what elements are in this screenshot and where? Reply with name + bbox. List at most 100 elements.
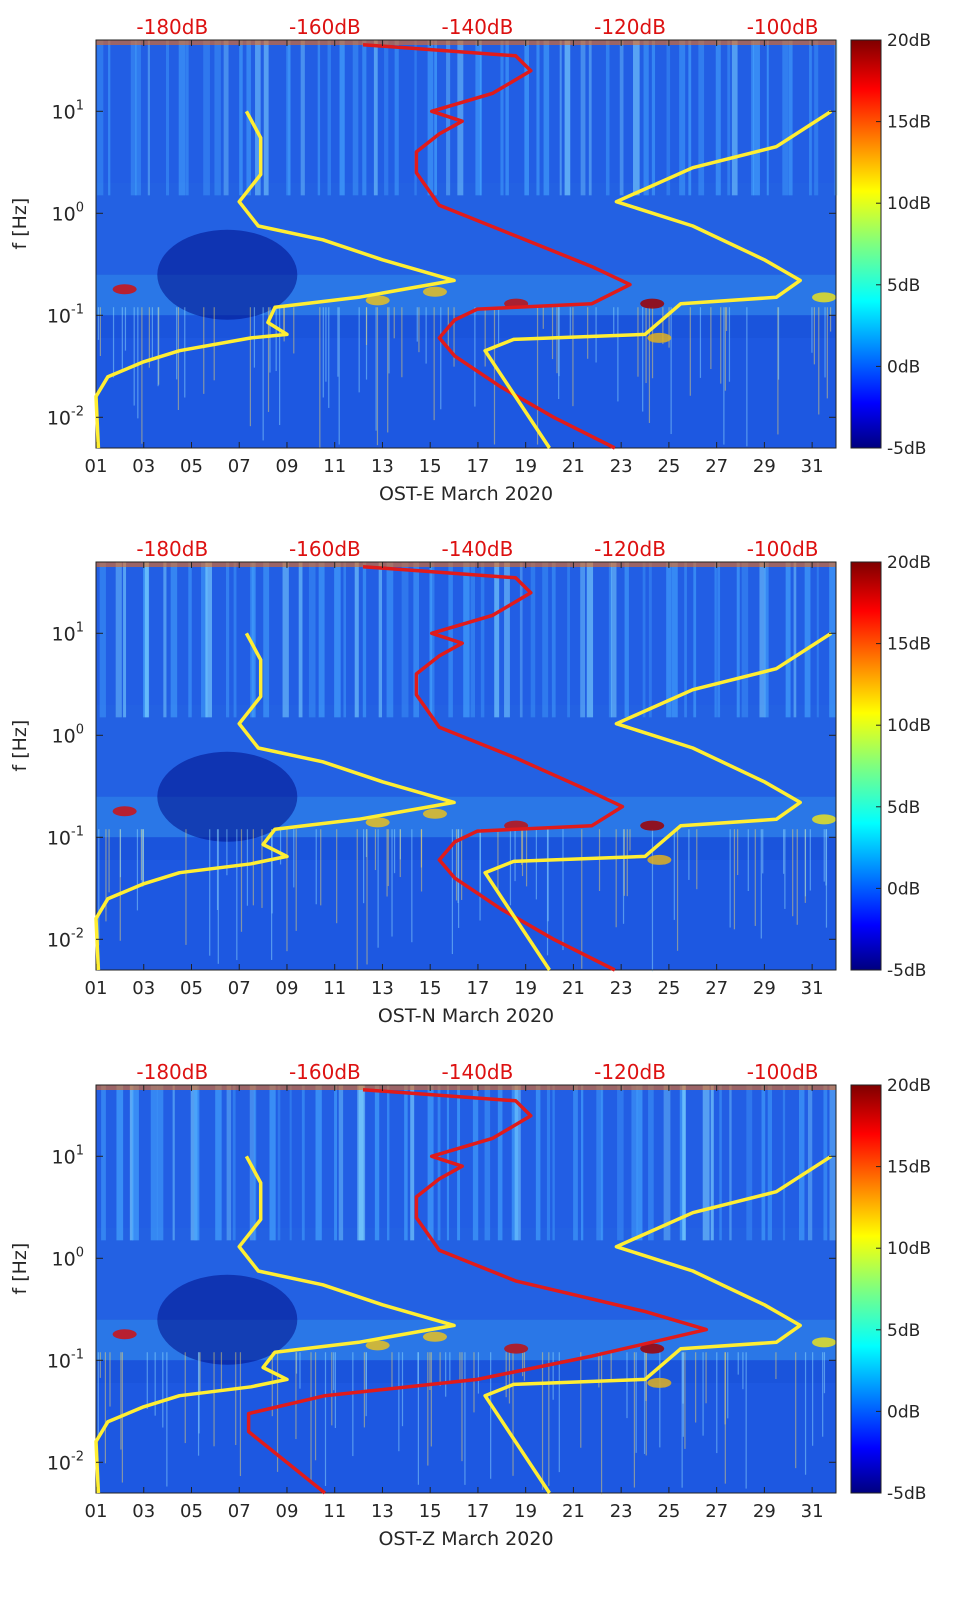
spectrogram-spike	[823, 1352, 826, 1394]
spectrogram-image	[96, 562, 837, 972]
spectrogram-streak	[504, 562, 510, 718]
spectrogram-streak	[479, 40, 482, 196]
spectrogram-spike	[445, 1352, 447, 1397]
spectrogram-streak	[536, 40, 540, 196]
spectrogram-spike	[240, 829, 243, 932]
spectrogram-spike	[651, 307, 654, 379]
spectrogram-spike	[484, 307, 486, 367]
spectrogram-spike	[269, 307, 271, 373]
x-axis-title: OST-E March 2020	[379, 483, 553, 505]
spectrogram-spike	[497, 829, 499, 890]
spectrogram-top-band	[96, 1085, 836, 1090]
spectrogram-streak	[580, 1085, 584, 1241]
spectrogram-hotspot	[112, 1329, 137, 1340]
y-tick-base: 10	[47, 407, 71, 429]
spectrogram-spike	[633, 1352, 636, 1488]
spectrogram-spike	[813, 307, 815, 365]
spectrogram-streak	[430, 562, 435, 718]
spectrogram-spike	[823, 829, 825, 882]
x-tick-label: 15	[419, 456, 442, 477]
spectrogram-spike	[299, 1352, 301, 1389]
spectrogram-spike	[105, 829, 107, 922]
spectrogram-spike	[391, 1352, 393, 1388]
spectrogram-spike	[521, 829, 523, 865]
spectrogram-streak	[729, 1085, 732, 1241]
spectrogram-streak	[617, 1085, 624, 1241]
spectrogram-spike	[283, 307, 285, 342]
spectrogram-streak	[233, 562, 237, 718]
y-tick-base: 10	[47, 827, 71, 849]
spectrogram-spike	[796, 829, 798, 925]
spectrogram-spike	[235, 1352, 237, 1446]
spectrogram-spike	[416, 307, 418, 342]
spectrogram-streak	[546, 1085, 551, 1241]
spectrogram-streak	[185, 40, 189, 196]
spectrogram-streak	[269, 1085, 276, 1241]
spectrogram-streak	[163, 562, 167, 718]
spectrogram-spike	[439, 1352, 441, 1387]
spectrogram-streak	[472, 1085, 479, 1241]
spectrogram-streak	[475, 40, 482, 196]
spectrogram-spike	[325, 307, 327, 382]
x-tick-label: 23	[610, 978, 633, 999]
spectrogram-spike	[365, 307, 368, 345]
spectrogram-streak	[530, 562, 536, 718]
spectrogram-spike	[252, 829, 254, 906]
spectrogram-spike	[336, 829, 338, 924]
spectrogram-streak	[600, 1085, 604, 1241]
spectrogram-spike	[818, 307, 820, 415]
spectrogram-band	[96, 837, 836, 860]
spectrogram-streak	[807, 1085, 813, 1241]
x-tick-label: 19	[514, 456, 537, 477]
spectrogram-streak	[514, 1085, 521, 1241]
spectrogram-spike	[365, 1352, 367, 1393]
spectrogram-spike	[420, 829, 423, 868]
spectrogram-spike	[401, 307, 403, 378]
top-axis-tick-label: -180dB	[136, 1060, 208, 1084]
spectrogram-spike	[142, 829, 144, 884]
spectrogram-spike	[729, 829, 731, 928]
spectrogram-streak	[710, 1085, 714, 1241]
spectrogram-spike	[146, 1352, 148, 1409]
spectrogram-spike	[546, 829, 549, 956]
spectrogram-spike	[136, 829, 139, 911]
spectrogram-streak	[354, 562, 359, 718]
spectrogram-spike	[124, 307, 127, 351]
spectrogram-spike	[398, 1352, 400, 1452]
spectrogram-streak	[190, 1085, 198, 1241]
top-axis-tick-label: -120dB	[594, 537, 666, 561]
spectrogram-spike	[249, 307, 251, 427]
y-tick-label: 10-2	[47, 1449, 84, 1474]
spectrogram-spike	[512, 1352, 514, 1476]
spectrogram-spike	[275, 307, 277, 372]
spectrogram-streak	[552, 1085, 555, 1241]
spectrogram-image	[96, 40, 838, 449]
spectrogram-streak	[494, 562, 500, 718]
spectrogram-spike	[315, 829, 317, 905]
spectrogram-spike	[457, 829, 459, 903]
spectrogram-streak	[663, 1085, 671, 1241]
spectrogram-streak	[132, 1085, 139, 1241]
spectrogram-spike	[497, 307, 500, 344]
spectrogram-streak	[384, 40, 389, 196]
colorbar-tick-label: 5dB	[887, 1321, 920, 1341]
spectrogram-hotspot	[647, 1377, 672, 1388]
spectrogram-streak	[129, 1085, 134, 1241]
spectrogram-spike	[417, 1352, 419, 1386]
spectrogram-spike	[809, 829, 811, 891]
spectrogram-spike	[314, 1352, 317, 1461]
colorbar-tick-label: 15dB	[887, 1158, 931, 1178]
y-tick-label: 101	[52, 620, 84, 645]
spectrogram-spike	[331, 1352, 333, 1426]
spectrogram-spike	[536, 307, 539, 445]
colorbar-gradient	[850, 1084, 882, 1494]
spectrogram-spike	[474, 307, 476, 407]
spectrogram-spike	[610, 1352, 612, 1383]
y-tick-exponent: -1	[71, 1347, 84, 1362]
spectrogram-spike	[293, 307, 295, 354]
spectrogram-band	[96, 337, 836, 448]
y-axis-title: f [Hz]	[9, 198, 31, 250]
x-tick-label: 23	[610, 1501, 633, 1522]
